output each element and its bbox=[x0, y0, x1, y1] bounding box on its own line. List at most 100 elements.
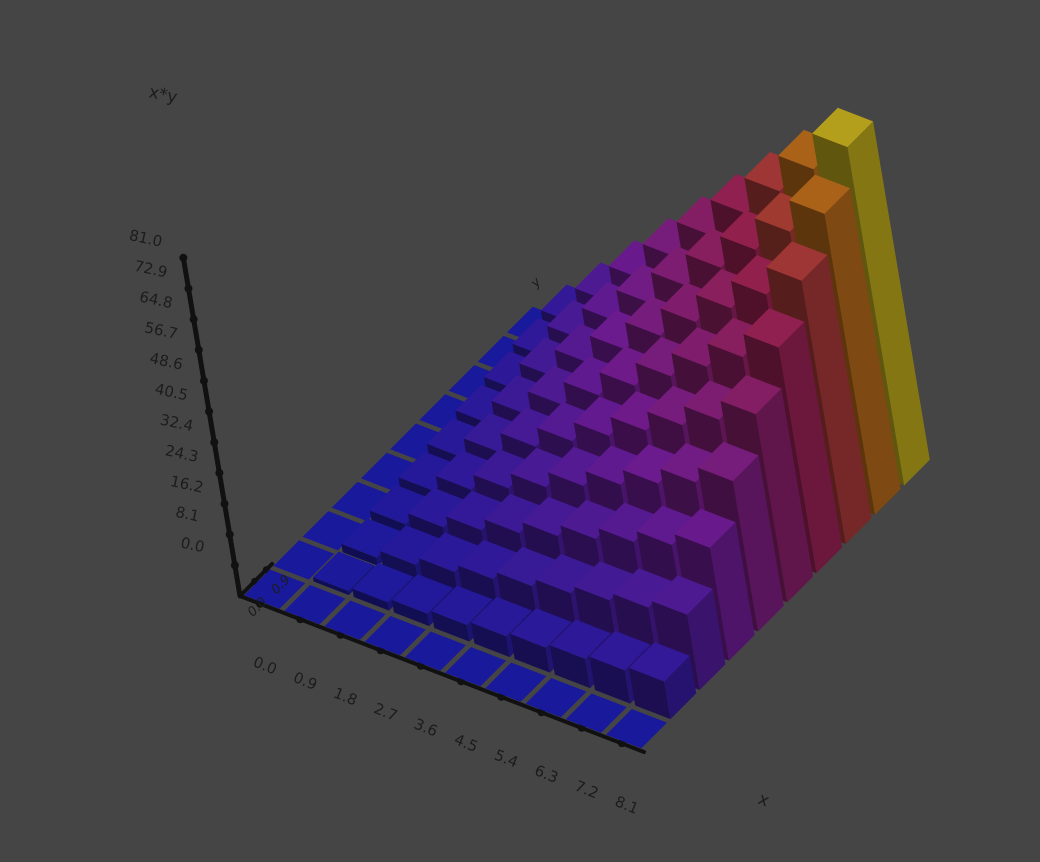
bar bbox=[390, 423, 452, 463]
bar-top-face bbox=[613, 568, 674, 608]
z-tick-label: 0.0 bbox=[179, 534, 206, 557]
bar bbox=[525, 678, 587, 718]
x-tick-label: 0.9 bbox=[291, 668, 320, 694]
bars bbox=[244, 107, 930, 749]
bar-top-face bbox=[331, 481, 393, 522]
z-tick-mark bbox=[225, 530, 234, 539]
bar-front-face bbox=[380, 551, 419, 582]
bar-top-face bbox=[302, 511, 364, 551]
bar-side-face bbox=[824, 188, 901, 515]
bar-top-face bbox=[766, 241, 828, 281]
bar-top-face bbox=[500, 407, 562, 447]
bar-side-face bbox=[710, 522, 755, 661]
bar-top-face bbox=[419, 532, 480, 572]
bar-top-face bbox=[496, 546, 558, 587]
bar-top-face bbox=[606, 709, 667, 749]
bar-top-face bbox=[683, 380, 745, 420]
x-tick-label: 5.4 bbox=[492, 746, 521, 772]
z-tick-mark bbox=[189, 315, 198, 324]
bar-top-face bbox=[273, 540, 335, 580]
z-tick-label: 56.7 bbox=[143, 318, 179, 343]
bar bbox=[606, 709, 667, 749]
bar bbox=[485, 662, 547, 702]
x-axis-label: x bbox=[755, 789, 772, 811]
bar-top-face bbox=[405, 631, 466, 671]
bar-top-face bbox=[312, 551, 374, 591]
z-tick-label: 48.6 bbox=[148, 349, 184, 374]
bar-top-face bbox=[560, 499, 622, 539]
z-tick-label: 72.9 bbox=[133, 257, 169, 282]
x-tick-label: 1.8 bbox=[331, 684, 360, 710]
bar-front-face bbox=[341, 543, 379, 566]
bar-top-face bbox=[435, 450, 497, 490]
z-axis-label: x*y bbox=[147, 82, 179, 108]
bar-top-face bbox=[537, 401, 598, 442]
bar-top-face bbox=[341, 518, 403, 558]
bar-side-face bbox=[778, 321, 843, 574]
bar-top-face bbox=[628, 642, 690, 682]
bar-top-face bbox=[651, 575, 713, 615]
bar-top-face bbox=[585, 445, 647, 485]
bar-side-face bbox=[801, 255, 872, 544]
bar-top-face bbox=[398, 451, 460, 491]
bar-top-face bbox=[565, 693, 627, 733]
bar-top-face bbox=[574, 561, 636, 601]
bar-front-face bbox=[628, 667, 671, 720]
z-tick-label: 8.1 bbox=[174, 503, 201, 526]
z-tick-mark bbox=[215, 469, 224, 478]
bar bbox=[405, 631, 466, 671]
z-tick-label: 81.0 bbox=[127, 226, 163, 251]
x-tick-label: 8.1 bbox=[612, 792, 641, 818]
bar-front-face bbox=[589, 656, 631, 704]
bar-top-face bbox=[510, 447, 572, 488]
bar-side-face bbox=[847, 121, 930, 486]
bar-top-face bbox=[446, 490, 508, 531]
bar-top-face bbox=[284, 585, 346, 625]
bar-top-face bbox=[445, 647, 507, 687]
z-tick-mark bbox=[230, 561, 239, 570]
z-tick-mark bbox=[205, 407, 214, 416]
bar-top-face bbox=[324, 600, 386, 640]
bar-top-face bbox=[573, 396, 635, 436]
bar-top-face bbox=[470, 596, 532, 637]
x-tick-label: 7.2 bbox=[572, 777, 601, 803]
bar-side-face bbox=[664, 655, 697, 720]
bar bbox=[445, 647, 507, 687]
bar-side-face bbox=[732, 455, 784, 632]
bar-top-face bbox=[390, 423, 452, 463]
bar-top-face bbox=[548, 446, 609, 486]
bar bbox=[364, 616, 426, 656]
z-tick-label: 16.2 bbox=[169, 472, 205, 497]
bar-top-face bbox=[364, 616, 426, 656]
bar-top-face bbox=[674, 508, 736, 548]
bar-top-face bbox=[431, 585, 493, 625]
bar bbox=[331, 481, 393, 522]
bar bbox=[361, 452, 422, 492]
x-axis-line bbox=[238, 594, 646, 754]
bar-front-face bbox=[431, 611, 470, 642]
x-tick-label: 0.0 bbox=[251, 653, 280, 679]
z-tick-mark bbox=[194, 346, 203, 355]
bar-front-face bbox=[312, 577, 349, 596]
bar-top-face bbox=[789, 174, 851, 214]
bar-top-face bbox=[525, 678, 587, 718]
z-tick-mark bbox=[184, 284, 193, 293]
bar-front-face bbox=[549, 645, 591, 689]
x-tick-label: 4.5 bbox=[452, 730, 481, 756]
bar-top-face bbox=[812, 107, 874, 148]
bar-top-face bbox=[244, 569, 306, 609]
x-tick-label: 2.7 bbox=[371, 699, 400, 725]
bar-top-face bbox=[697, 441, 759, 482]
z-axis-line bbox=[180, 255, 243, 599]
bar-top-face bbox=[743, 308, 805, 348]
bar-top-face bbox=[647, 385, 709, 426]
z-tick-mark bbox=[179, 253, 188, 262]
bar bbox=[244, 569, 306, 609]
bar-top-face bbox=[485, 662, 547, 702]
bar-side-face bbox=[687, 589, 726, 690]
bar-top-face bbox=[589, 630, 651, 671]
bar bbox=[324, 600, 386, 640]
z-tick-label: 24.3 bbox=[164, 441, 200, 466]
bar-top-face bbox=[660, 443, 722, 483]
z-tick-mark bbox=[220, 499, 229, 508]
